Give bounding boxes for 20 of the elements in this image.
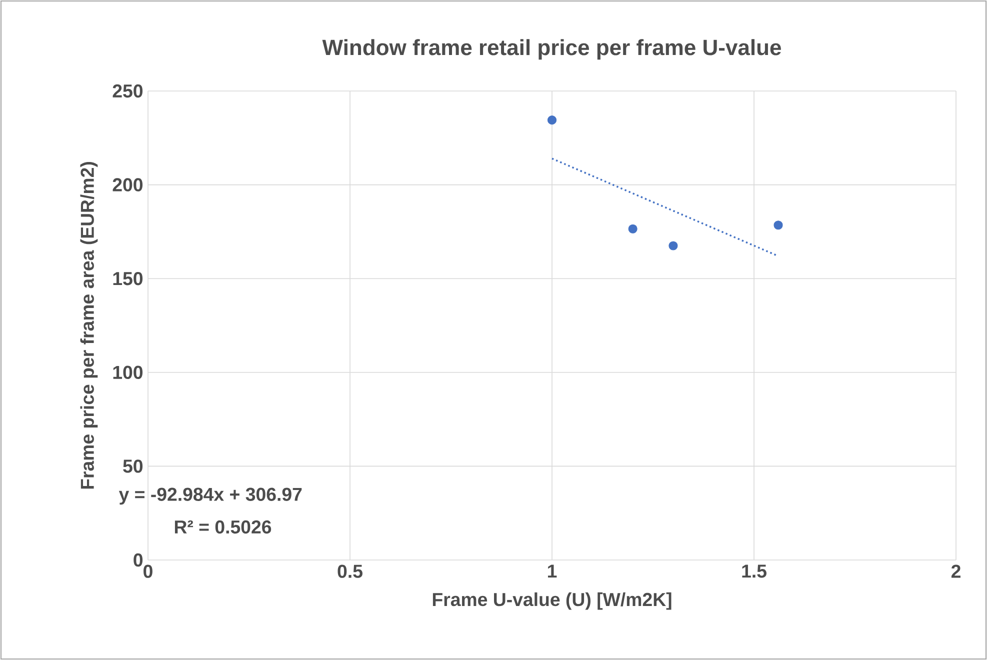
point [668,241,678,250]
y-tick-label: 50 [123,460,143,473]
point [628,224,638,234]
y-tick-label: 0 [134,553,143,567]
chart-title: Window frame retail price per frame U-value [322,39,781,60]
x-tick-label: 0.5 [338,564,362,578]
x-axis-title: Frame U-value (U) [W/m2K] [432,592,672,610]
y-tick-label: 250 [112,84,143,98]
point [774,220,783,230]
x-tick-label: 2 [951,564,960,578]
y-tick-label: 150 [113,272,143,286]
x-tick-label: 1 [548,564,557,578]
y-axis-title: Frame price per frame area (EUR/m2) [80,162,98,489]
annotation: R² = 0.5026 [174,520,272,534]
point [547,116,557,125]
y-tick-label: 100 [113,366,143,380]
annotation: y = -92.984x + 306.97 [118,488,302,505]
y-tick-label: 200 [112,178,143,192]
x-tick-label: 1.5 [742,564,766,578]
x-tick-label: 0 [144,564,152,578]
